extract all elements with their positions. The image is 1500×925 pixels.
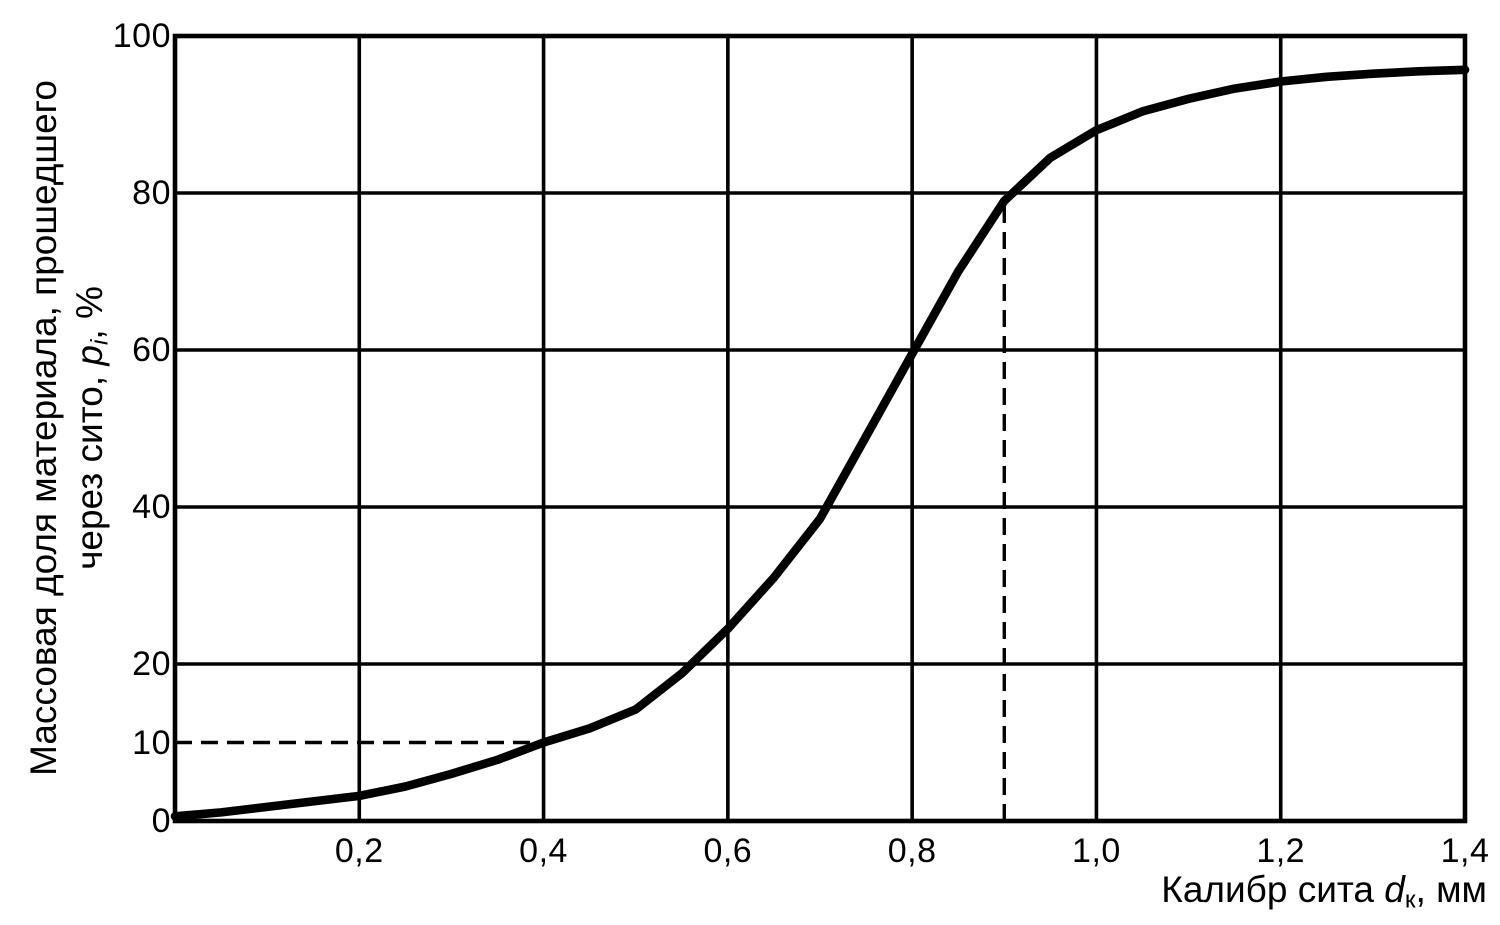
- cumulative-curve: [170, 65, 1470, 821]
- x-tick-label: 0,6: [703, 832, 753, 870]
- x-tick-label: 0,8: [887, 832, 937, 870]
- y-axis-title-line1: Массовая доля материала, прошедшего: [23, 80, 64, 776]
- plot-border: [172, 33, 1468, 824]
- x-axis-variable-d: d: [1384, 869, 1405, 910]
- x-axis-title-text: Калибр сита: [1161, 869, 1385, 910]
- y-axis-title-line2-text: через сито,: [69, 365, 110, 570]
- y-axis-title-line2: через сито, pi, %: [67, 38, 123, 818]
- x-tick-label: 1,4: [1440, 832, 1490, 870]
- y-axis-variable-subscript-i: i: [86, 339, 114, 346]
- y-tick-label: 40: [132, 488, 171, 526]
- y-tick-label: 100: [112, 17, 171, 55]
- y-tick-label: 0: [151, 802, 171, 840]
- x-tick-label: 1,0: [1072, 832, 1121, 870]
- y-tick-label: 80: [132, 174, 171, 212]
- y-axis-variable-p: p: [69, 345, 110, 366]
- x-tick-label: 0,2: [334, 832, 384, 870]
- x-axis-variable-subscript-k: к: [1404, 886, 1416, 914]
- x-axis-title-units: , мм: [1415, 869, 1487, 910]
- y-axis-title-units: , %: [69, 286, 110, 340]
- x-tick-label: 0,4: [519, 832, 568, 870]
- y-tick-label: 10: [132, 723, 171, 762]
- y-tick-label: 60: [132, 331, 171, 369]
- y-tick-label: 20: [132, 645, 171, 683]
- x-axis-title: Калибр сита dк, мм: [1161, 868, 1487, 922]
- y-axis-title: Массовая доля материала, прошедшего чере…: [21, 38, 113, 818]
- x-tick-label: 1,2: [1256, 832, 1306, 870]
